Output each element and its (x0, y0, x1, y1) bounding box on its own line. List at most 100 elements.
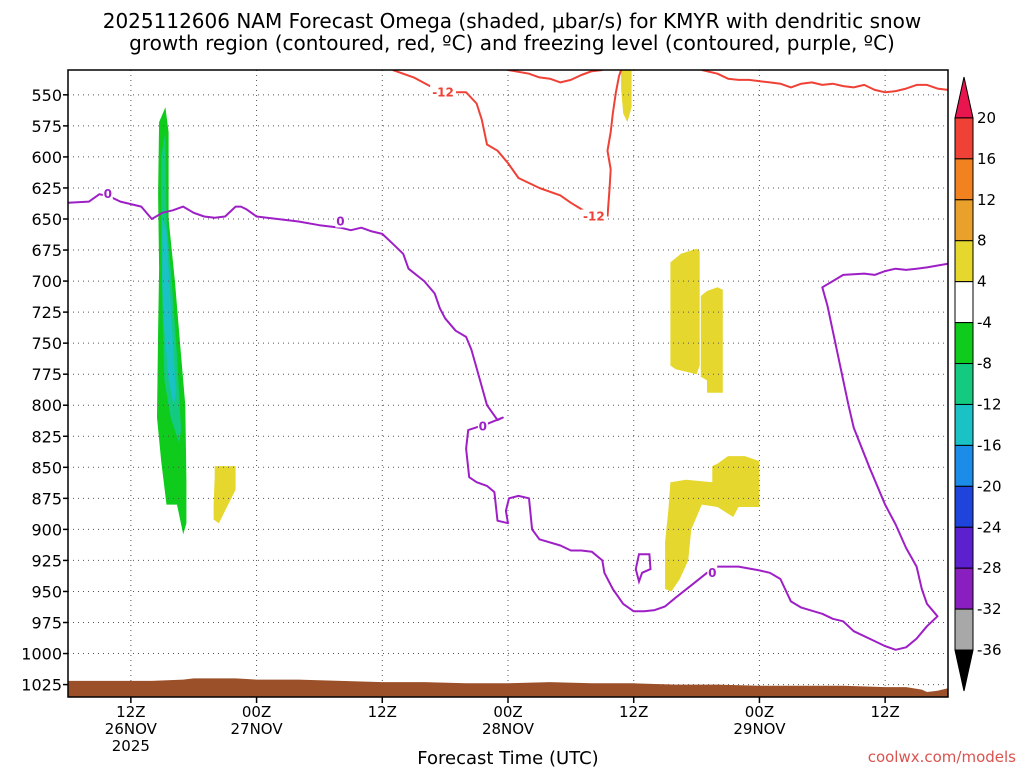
x-tick-label-6: 12Z (116, 703, 145, 721)
sink-yellow-5 (665, 456, 760, 592)
ascent-band-cyan (162, 219, 176, 406)
snow-growth-contour-1 (606, 70, 623, 217)
terrain-layer (68, 678, 948, 697)
y-tick-label-975: 975 (31, 614, 62, 633)
sink-yellow-2 (621, 70, 632, 123)
snow-growth-label-bg-0 (430, 85, 457, 99)
colorbar-label-4: 4 (977, 273, 987, 291)
x-tick-label-18: 00Z (242, 703, 271, 721)
colorbar-swatch-6 (954, 322, 974, 365)
colorbar-label-10: -24 (977, 518, 1002, 536)
freezing-label-bg-3 (707, 565, 718, 579)
snow-growth-label-1: -12 (583, 210, 605, 224)
colorbar-swatch-7 (954, 363, 974, 405)
colorbar-label-13: -36 (977, 641, 1002, 659)
y-tick-label-725: 725 (31, 303, 62, 322)
freezing-level-label-1: 0 (336, 214, 344, 228)
colorbar-label-9: -20 (977, 477, 1002, 495)
freezing-level-contour (68, 193, 948, 651)
surface-terrain (68, 678, 948, 697)
y-tick-label-825: 825 (31, 427, 62, 446)
colorbar-swatch-8 (954, 403, 974, 446)
colorbar-label-12: -32 (977, 600, 1002, 618)
colorbar-label-0: 20 (977, 109, 996, 127)
freezing-level-label-2: 0 (479, 419, 487, 433)
x-tick-label-54: 12Z (619, 703, 648, 721)
x-tick-label-42: 00Z (493, 703, 522, 721)
title-line-1: 2025112606 NAM Forecast Omega (shaded, μ… (103, 9, 922, 33)
title-line-2: growth region (contoured, red, ºC) and f… (129, 31, 895, 55)
colorbar-label-7: -12 (977, 395, 1002, 413)
y-tick-label-650: 650 (31, 210, 62, 229)
y-tick-label-750: 750 (31, 334, 62, 353)
y-tick-label-800: 800 (31, 396, 62, 415)
y-tick-label-925: 925 (31, 551, 62, 570)
colorbar-swatch-9 (954, 444, 974, 487)
colorbar-swatch-5 (954, 281, 974, 324)
colorbar-swatch-12 (954, 567, 974, 610)
colorbar: 20 16 12 8 4 -4 -8 -12 -16 -20 -24 -28 -32 -36 (954, 76, 1002, 692)
y-axis: 550 575 600 625 650 675 700 725 750 775 800 825 850 8… (21, 86, 68, 695)
omega-shading (157, 70, 760, 592)
y-tick-label-550: 550 (31, 86, 62, 105)
x-tick-date-66: 29NOV (733, 720, 786, 738)
x-tick-date-18: 27NOV (231, 720, 284, 738)
y-tick-label-950: 950 (31, 582, 62, 601)
y-tick-label-1025: 1025 (21, 676, 62, 695)
snow-growth-label-0: -12 (432, 85, 454, 99)
x-tick-year-6: 2025 (112, 737, 150, 755)
colorbar-swatch-2 (954, 158, 974, 201)
colorbar-swatch-11 (954, 526, 974, 569)
y-tick-label-575: 575 (31, 117, 62, 136)
colorbar-label-1: 16 (977, 150, 996, 168)
freezing-level-label-0: 0 (104, 187, 112, 201)
y-tick-label-900: 900 (31, 520, 62, 539)
colorbar-swatch-4 (954, 240, 974, 283)
colorbar-label-5: -4 (977, 314, 992, 332)
freezing-label-bg-0 (102, 187, 113, 201)
snow-growth-contour-2 (507, 70, 603, 84)
chart-title: 2025112606 NAM Forecast Omega (shaded, μ… (103, 9, 922, 55)
y-tick-label-625: 625 (31, 179, 62, 198)
freezing-level-loop (634, 553, 652, 585)
y-tick-label-775: 775 (31, 365, 62, 384)
x-tick-label-78: 12Z (870, 703, 899, 721)
x-tick-label-30: 12Z (368, 703, 397, 721)
y-tick-label-700: 700 (31, 272, 62, 291)
sink-yellow-4 (700, 287, 723, 393)
contour-layer: 0 0 0 0 -12 -12 (68, 70, 948, 651)
freezing-label-bg-2 (477, 419, 488, 433)
colorbar-label-8: -16 (977, 436, 1002, 454)
x-tick-label-66: 00Z (745, 703, 774, 721)
snow-growth-contour-0 (392, 70, 601, 218)
colorbar-swatch-3 (954, 199, 974, 242)
colorbar-swatch-10 (954, 485, 974, 528)
colorbar-label-3: 8 (977, 232, 987, 250)
colorbar-label-6: -8 (977, 355, 992, 373)
freezing-level-label-3: 0 (708, 566, 716, 580)
sink-yellow-3 (670, 248, 700, 375)
colorbar-swatch-13 (954, 608, 974, 651)
x-tick-date-42: 28NOV (482, 720, 535, 738)
y-tick-label-875: 875 (31, 489, 62, 508)
sink-yellow-1 (213, 466, 236, 524)
colorbar-label-11: -28 (977, 559, 1002, 577)
y-tick-label-1000: 1000 (21, 645, 62, 664)
snow-growth-label-bg-1 (580, 209, 607, 223)
snow-growth-contour-3 (701, 70, 948, 94)
colorbar-swatch-1 (954, 117, 974, 160)
x-axis-label: Forecast Time (UTC) (417, 748, 598, 768)
freezing-label-bg-1 (335, 214, 346, 228)
colorbar-bottom-arrow (954, 649, 974, 692)
ascent-band-teal (161, 132, 182, 443)
y-tick-label-675: 675 (31, 241, 62, 260)
plot-area: 0 0 0 0 -12 -12 (68, 70, 948, 697)
credit-text: coolwx.com/models (868, 748, 1016, 766)
colorbar-label-2: 12 (977, 191, 996, 209)
colorbar-top-arrow (954, 76, 974, 119)
y-tick-label-850: 850 (31, 458, 62, 477)
x-tick-date-6: 26NOV (105, 720, 158, 738)
y-tick-label-600: 600 (31, 148, 62, 167)
